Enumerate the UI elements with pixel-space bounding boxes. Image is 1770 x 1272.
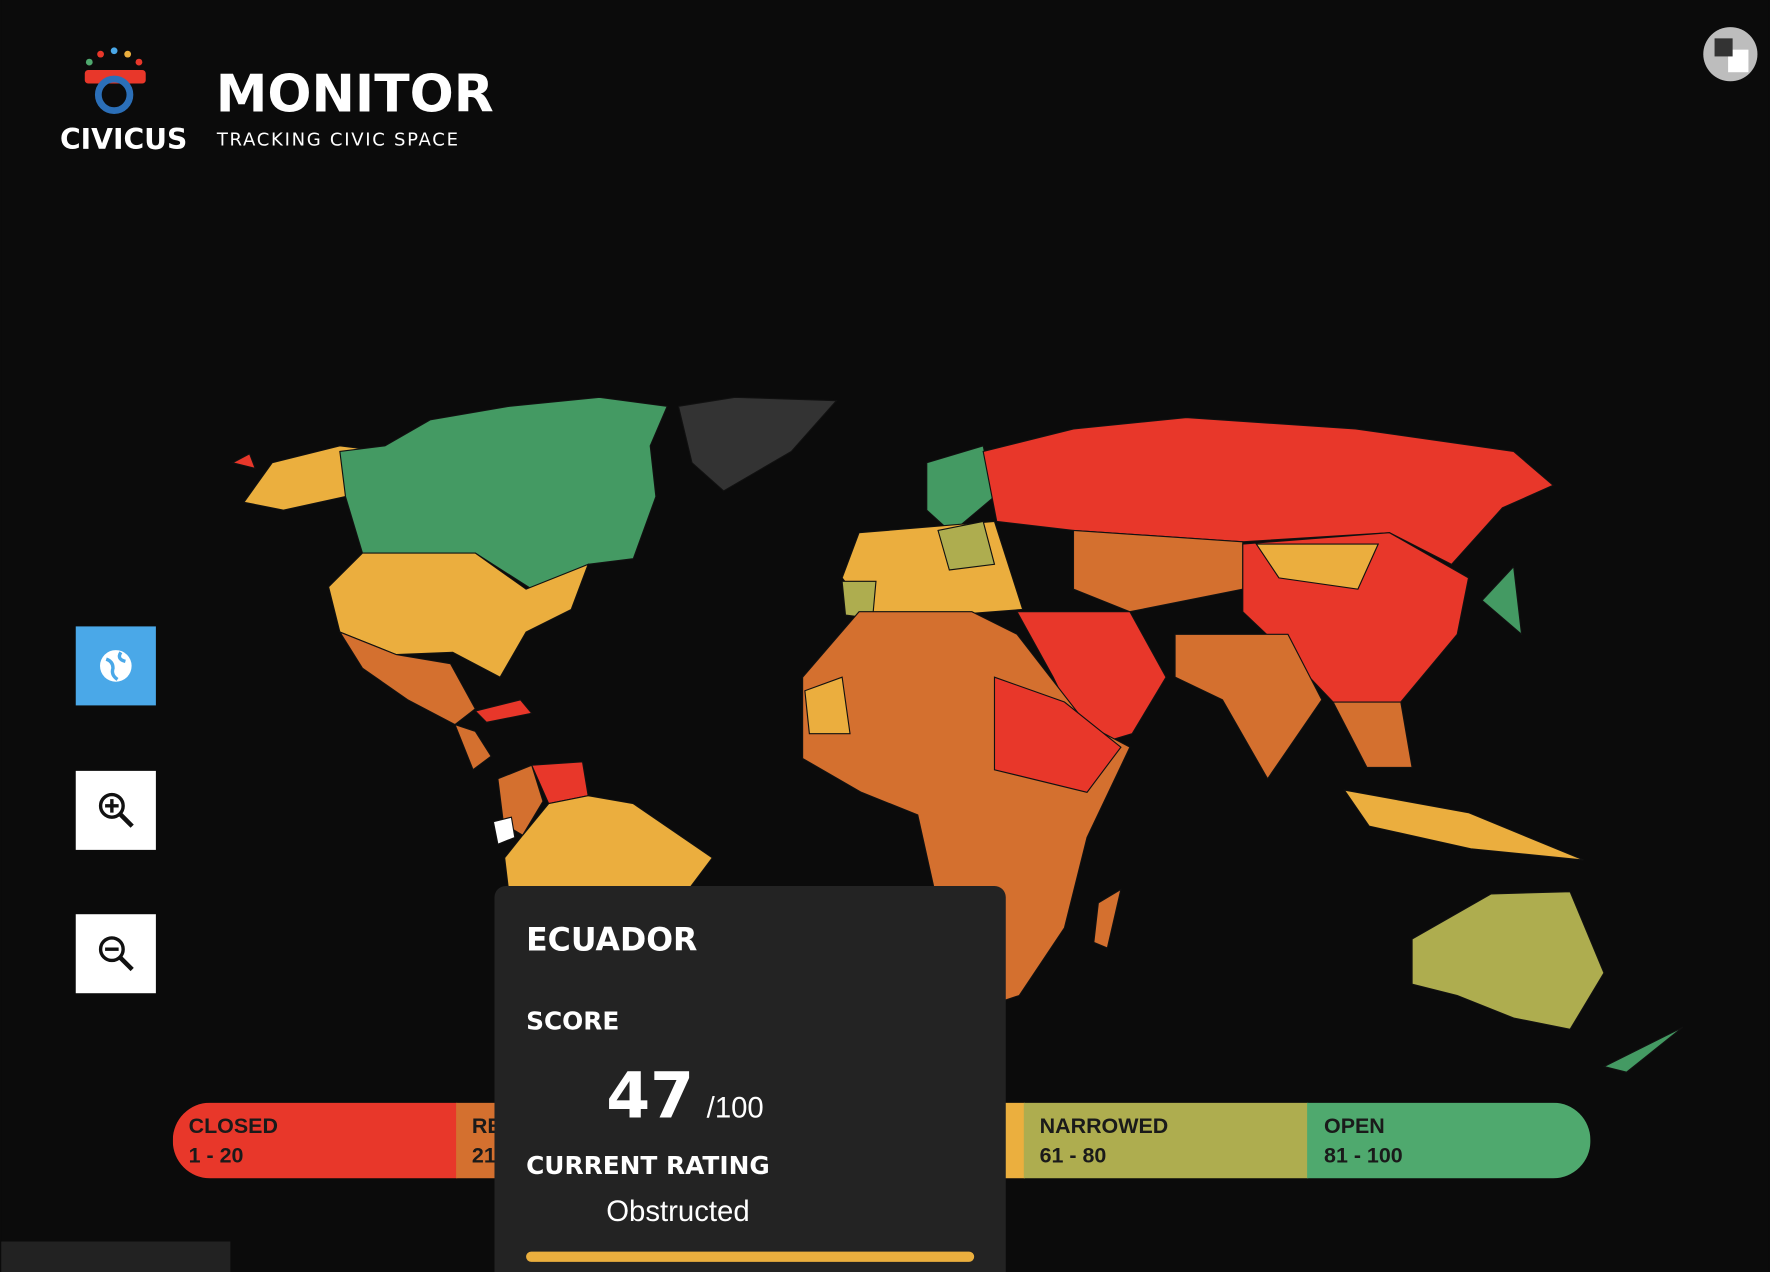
zoom-in-button[interactable] <box>75 770 156 850</box>
tooltip-country: ECUADOR <box>526 922 697 958</box>
footer-tab <box>1 1241 231 1272</box>
logo <box>84 47 146 114</box>
tooltip-rating-label: CURRENT RATING <box>526 1151 770 1180</box>
country[interactable] <box>1072 529 1244 613</box>
country-tooltip: ECUADOR SCORE 47 /100 CURRENT RATING Obs… <box>494 886 1006 1272</box>
country[interactable] <box>1343 789 1584 861</box>
app-subtitle: TRACKING CIVIC SPACE <box>216 130 460 151</box>
legend-segment <box>172 1102 458 1179</box>
country[interactable] <box>1093 888 1122 949</box>
selected-country[interactable] <box>492 816 516 846</box>
country[interactable] <box>474 699 533 723</box>
country[interactable] <box>1411 891 1605 1030</box>
legend-range: 81 - 100 <box>1324 1144 1403 1168</box>
tooltip-panel <box>494 886 1006 1272</box>
country[interactable] <box>1481 565 1523 636</box>
legend-segment <box>1307 1102 1591 1179</box>
country[interactable] <box>1602 1026 1684 1073</box>
tooltip-score-max: /100 <box>707 1091 764 1124</box>
legend-label: OPEN <box>1324 1114 1385 1138</box>
legend-range: 1 - 20 <box>189 1144 244 1168</box>
legend-range: 61 - 80 <box>1040 1144 1107 1168</box>
tooltip-rating: Obstructed <box>606 1195 749 1228</box>
world-map[interactable] <box>231 396 1684 1086</box>
country[interactable] <box>677 396 838 492</box>
tooltip-rating-bar <box>526 1251 975 1262</box>
country[interactable] <box>993 676 1122 793</box>
legend-segment <box>1023 1102 1309 1179</box>
world-view-button[interactable] <box>75 626 156 706</box>
country[interactable] <box>937 520 996 571</box>
country[interactable] <box>454 723 492 771</box>
tooltip-score-label: SCORE <box>526 1006 619 1035</box>
country[interactable] <box>1255 543 1380 590</box>
country[interactable] <box>338 630 477 726</box>
zoom-out-button[interactable] <box>75 914 156 994</box>
logo-text: CIVICUS <box>60 123 187 156</box>
legend-label: CLOSED <box>189 1114 278 1138</box>
tooltip-score: 47 <box>606 1058 694 1132</box>
country[interactable] <box>231 452 257 470</box>
country[interactable] <box>1016 611 1167 748</box>
country[interactable] <box>1332 701 1413 769</box>
country[interactable] <box>1174 633 1323 780</box>
legend-label: NARROWED <box>1040 1114 1169 1138</box>
app-title: MONITOR <box>216 65 494 125</box>
translate-button[interactable] <box>1703 27 1758 82</box>
country[interactable] <box>804 676 851 735</box>
country[interactable] <box>926 445 996 534</box>
country[interactable] <box>327 552 590 678</box>
